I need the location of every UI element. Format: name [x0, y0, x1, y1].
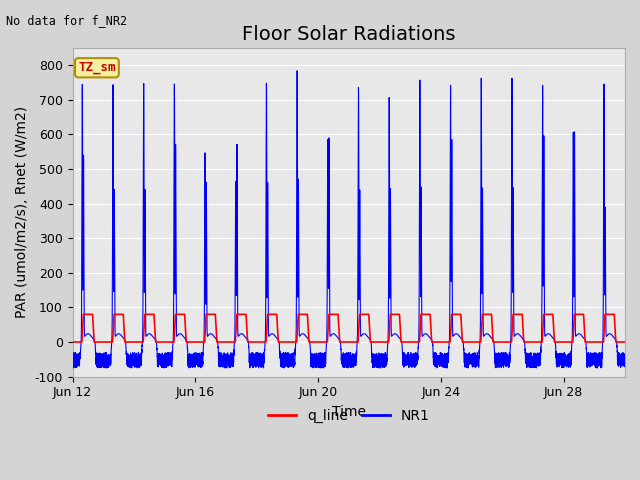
q_line	[168, 339, 175, 345]
q_line	[92, 339, 99, 345]
Text: TZ_sm: TZ_sm	[78, 61, 116, 74]
NR1	[91, 339, 99, 345]
q_line	[69, 339, 77, 345]
NR1	[69, 350, 77, 356]
NR1	[397, 339, 405, 345]
NR1	[102, 365, 109, 371]
NR1	[168, 352, 175, 358]
Text: No data for f_NR2: No data for f_NR2	[6, 14, 127, 27]
Line: NR1: NR1	[73, 71, 625, 368]
Title: Floor Solar Radiations: Floor Solar Radiations	[242, 24, 456, 44]
Y-axis label: PAR (umol/m2/s), Rnet (W/m2): PAR (umol/m2/s), Rnet (W/m2)	[15, 106, 29, 318]
Line: q_line: q_line	[73, 314, 625, 342]
q_line	[171, 322, 179, 328]
Legend: q_line, NR1: q_line, NR1	[262, 404, 435, 429]
q_line	[615, 339, 623, 345]
NR1	[621, 352, 629, 358]
NR1	[254, 362, 262, 368]
q_line	[397, 339, 405, 345]
NR1	[293, 68, 301, 73]
q_line	[254, 339, 262, 345]
q_line	[621, 339, 629, 345]
X-axis label: Time: Time	[332, 405, 366, 419]
NR1	[615, 350, 623, 356]
q_line	[79, 312, 87, 317]
NR1	[171, 224, 179, 230]
